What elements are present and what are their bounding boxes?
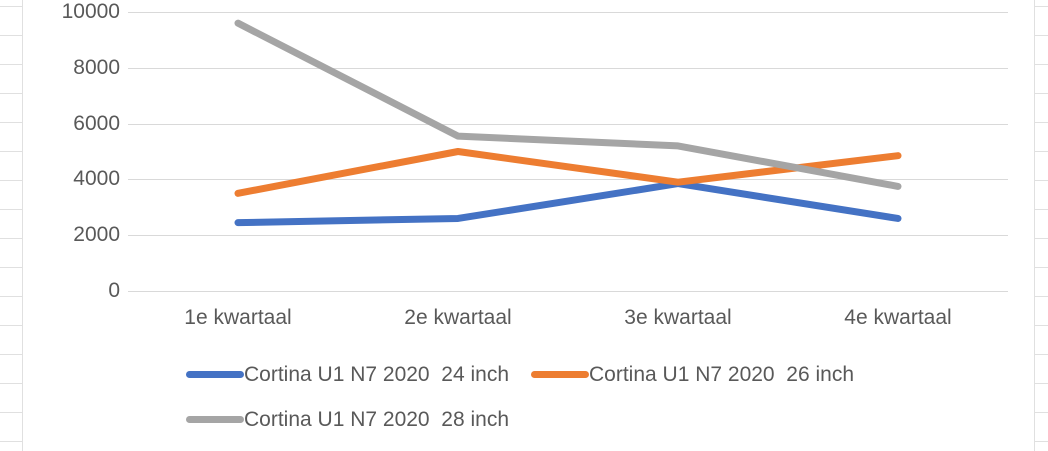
chart-legend: Cortina U1 N7 2020 24 inch Cortina U1 N7…	[128, 352, 1008, 442]
legend-swatch-series-2	[531, 371, 589, 378]
sheet-row-border	[1035, 151, 1048, 152]
chart-plot-area: 0 2000 4000 6000 8000 10000	[23, 0, 1034, 302]
sheet-row-border	[0, 122, 23, 123]
sheet-row-border	[1035, 180, 1048, 181]
sheet-row-border	[1035, 383, 1048, 384]
legend-label-series-3: Cortina U1 N7 2020 28 inch	[244, 408, 509, 431]
legend-item-series-2[interactable]: Cortina U1 N7 2020 26 inch	[531, 364, 854, 385]
y-axis-tick-label: 2000	[73, 223, 120, 247]
legend-row: Cortina U1 N7 2020 24 inch Cortina U1 N7…	[128, 352, 1008, 397]
sheet-row-border	[1035, 325, 1048, 326]
sheet-row-border	[0, 325, 23, 326]
sheet-row-border	[1035, 267, 1048, 268]
sheet-row-border	[1035, 35, 1048, 36]
y-axis-tick-label: 0	[108, 279, 120, 302]
series-line-3[interactable]	[234, 19, 902, 190]
sheet-row-border	[1035, 412, 1048, 413]
legend-swatch-series-1	[186, 371, 244, 378]
legend-label-series-2: Cortina U1 N7 2020 26 inch	[589, 363, 854, 386]
sheet-row-border	[0, 441, 23, 442]
gridline	[128, 123, 1008, 125]
sheet-row-border	[1035, 354, 1048, 355]
sheet-row-border	[1035, 64, 1048, 65]
x-axis-tick-label: 1e kwartaal	[184, 306, 292, 329]
legend-item-series-3[interactable]: Cortina U1 N7 2020 28 inch	[186, 409, 509, 430]
sheet-row-border	[1035, 441, 1048, 442]
sheet-row-border	[0, 180, 23, 181]
sheet-row-border	[0, 267, 23, 268]
sheet-column-border	[1034, 0, 1035, 451]
sheet-row-border	[1035, 122, 1048, 123]
legend-swatch-series-3	[186, 416, 244, 423]
legend-row: Cortina U1 N7 2020 28 inch	[128, 397, 1008, 442]
sheet-column-border	[22, 0, 23, 451]
sheet-row-border	[0, 151, 23, 152]
line-chart[interactable]: 0 2000 4000 6000 8000 10000 1e kwartaal 2e kwa…	[23, 0, 1034, 451]
y-axis-tick-label: 10000	[61, 0, 120, 23]
chart-series-canvas	[234, 19, 902, 227]
series-line-1[interactable]	[234, 180, 902, 227]
sheet-row-border	[0, 93, 23, 94]
sheet-row-border	[0, 209, 23, 210]
y-axis-tick-label: 6000	[73, 111, 120, 135]
sheet-row-border	[1035, 209, 1048, 210]
legend-label-series-1: Cortina U1 N7 2020 24 inch	[244, 363, 509, 386]
x-axis-tick-label: 4e kwartaal	[844, 306, 952, 329]
y-axis-tick-label: 4000	[73, 167, 120, 191]
sheet-row-border	[0, 6, 23, 7]
legend-item-series-1[interactable]: Cortina U1 N7 2020 24 inch	[186, 364, 509, 385]
sheet-row-border	[1035, 93, 1048, 94]
sheet-row-border	[0, 412, 23, 413]
series-line-2[interactable]	[234, 148, 902, 197]
sheet-row-border	[0, 35, 23, 36]
sheet-row-border	[0, 383, 23, 384]
y-axis: 0 2000 4000 6000 8000 10000	[23, 0, 120, 302]
gridline	[128, 12, 1008, 13]
sheet-row-border	[0, 296, 23, 297]
x-axis-tick-label: 2e kwartaal	[404, 306, 512, 329]
sheet-row-border	[1035, 238, 1048, 239]
sheet-row-border	[1035, 296, 1048, 297]
x-axis: 1e kwartaal 2e kwartaal 3e kwartaal 4e kwar…	[128, 302, 1008, 338]
gridline	[128, 235, 1008, 237]
y-axis-tick-label: 8000	[73, 55, 120, 79]
gridline	[128, 179, 1008, 181]
sheet-row-border	[0, 64, 23, 65]
sheet-row-border	[1035, 6, 1048, 7]
gridline	[128, 67, 1008, 69]
x-axis-tick-label: 3e kwartaal	[624, 306, 732, 329]
axis-baseline	[128, 291, 1008, 292]
sheet-row-border	[0, 354, 23, 355]
sheet-row-border	[0, 238, 23, 239]
